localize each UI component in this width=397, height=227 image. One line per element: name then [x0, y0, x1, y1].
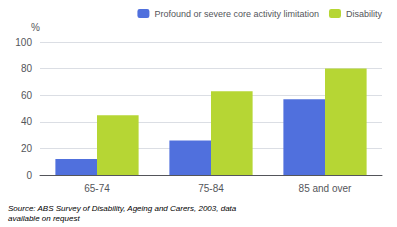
svg-text:Disability: Disability	[346, 9, 383, 19]
svg-text:Source: ABS Survey of Disabili: Source: ABS Survey of Disability, Ageing…	[8, 204, 237, 213]
svg-text:Profound or severe core activi: Profound or severe core activity limitat…	[154, 9, 319, 19]
svg-text:75-84: 75-84	[198, 183, 224, 194]
svg-text:80: 80	[21, 63, 33, 74]
svg-text:65-74: 65-74	[84, 183, 110, 194]
svg-text:100: 100	[15, 37, 32, 48]
svg-text:available on request: available on request	[8, 214, 80, 223]
svg-text:0: 0	[26, 170, 32, 181]
svg-text:%: %	[31, 22, 40, 33]
svg-text:40: 40	[21, 116, 33, 127]
svg-text:85 and over: 85 and over	[299, 183, 352, 194]
svg-text:20: 20	[21, 143, 33, 154]
svg-text:60: 60	[21, 90, 33, 101]
